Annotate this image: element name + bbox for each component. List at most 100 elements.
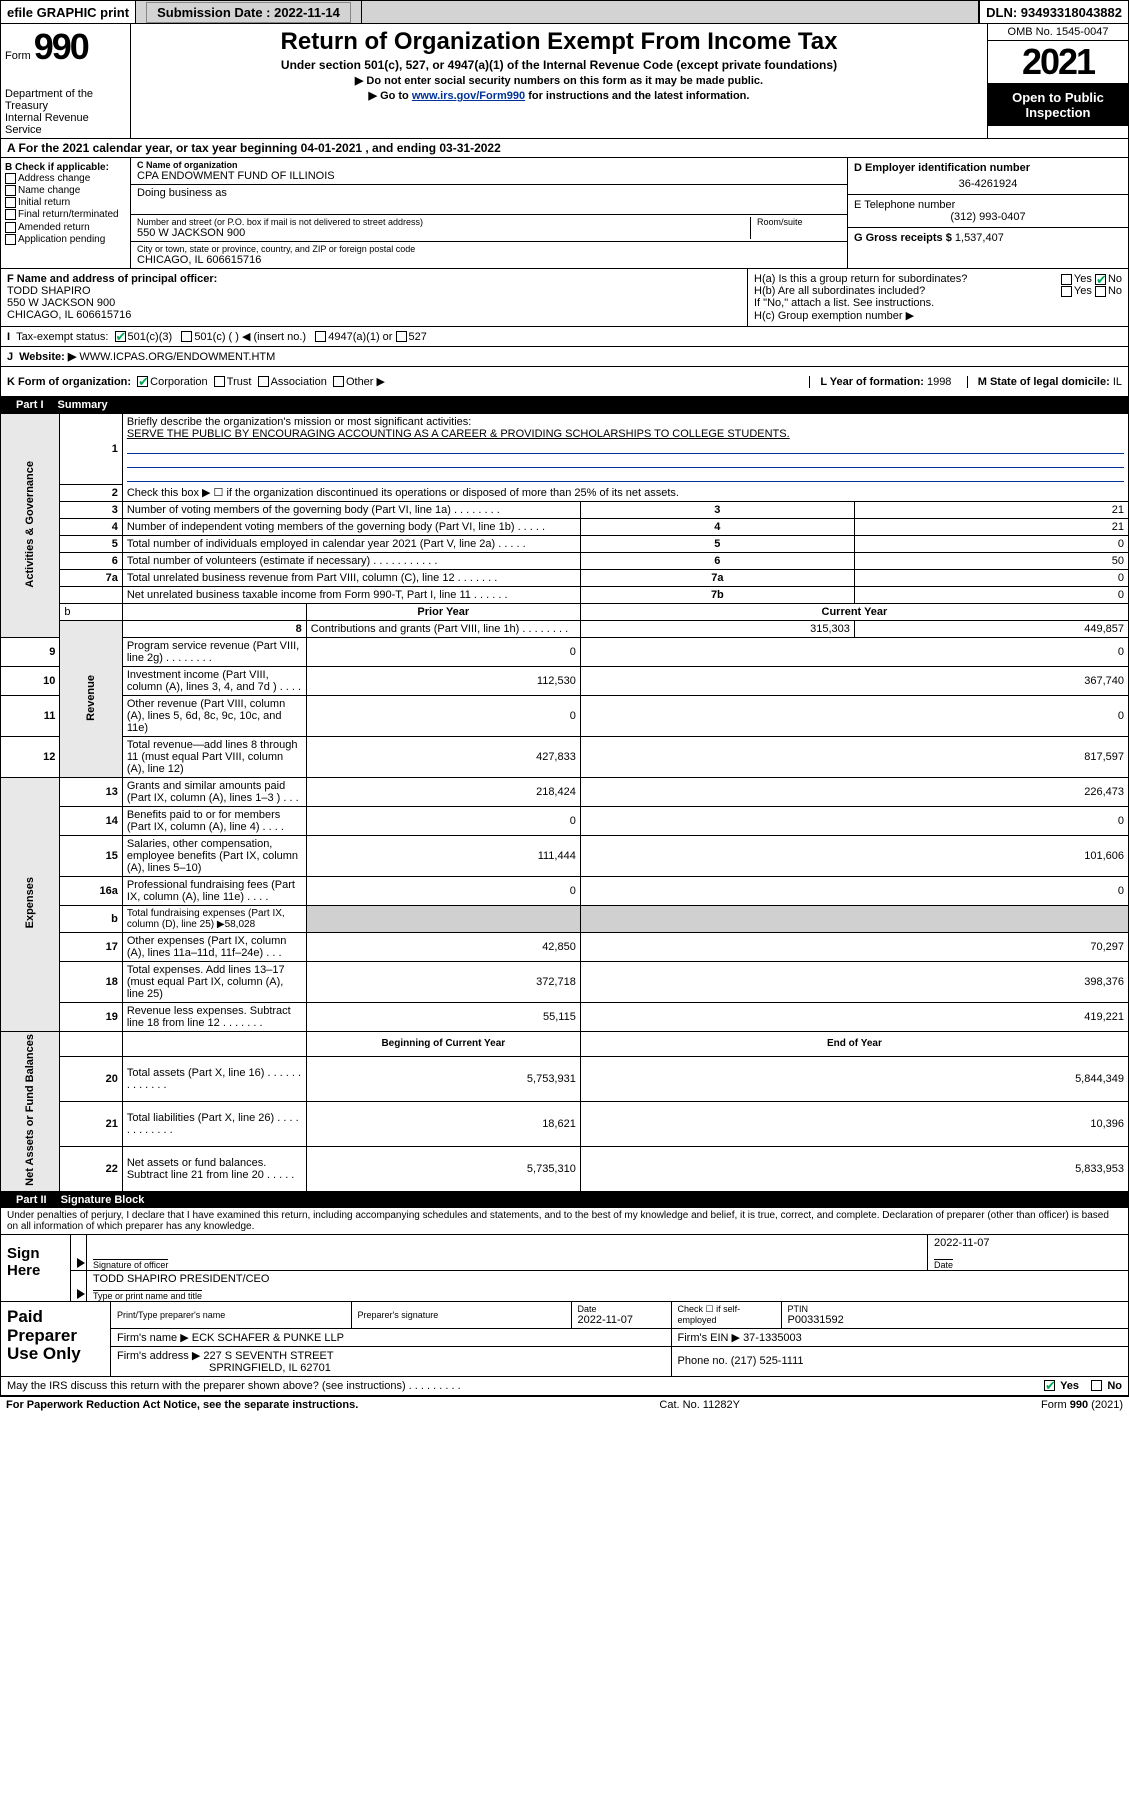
chk-initial-return[interactable]: Initial return — [5, 197, 126, 208]
mission-text: SERVE THE PUBLIC BY ENCOURAGING ACCOUNTI… — [127, 428, 1124, 440]
m-label: M State of legal domicile: — [978, 376, 1110, 388]
prep-sig-label: Preparer's signature — [358, 1310, 565, 1320]
k-other-checkbox[interactable] — [333, 376, 344, 387]
gov-row-5: 5Total number of individuals employed in… — [1, 536, 1129, 553]
exp-row-18: 18Total expenses. Add lines 13–17 (must … — [1, 962, 1129, 1003]
mission-blank-3 — [127, 468, 1124, 482]
sign-arrow-1 — [71, 1235, 87, 1270]
telephone-value: (312) 993-0407 — [854, 211, 1122, 223]
hb-yes-checkbox[interactable] — [1061, 286, 1072, 297]
header-middle: Return of Organization Exempt From Incom… — [131, 24, 988, 138]
sign-date-label: Date — [934, 1259, 953, 1270]
part2-num: Part II — [8, 1194, 55, 1206]
l-value: 1998 — [927, 376, 951, 388]
submission-date-button[interactable]: Submission Date : 2022-11-14 — [146, 2, 351, 23]
summary-table: Activities & Governance 1 Briefly descri… — [0, 413, 1129, 1192]
city-state-zip: CHICAGO, IL 606615716 — [137, 254, 841, 266]
header-left: Form 990 Department of the Treasury Inte… — [1, 24, 131, 138]
part1-num: Part I — [8, 399, 52, 411]
line-num-1: 1 — [60, 414, 122, 485]
irs-link[interactable]: www.irs.gov/Form990 — [412, 90, 525, 102]
ein-value: 36-4261924 — [854, 178, 1122, 190]
side-revenue: Revenue — [60, 621, 122, 778]
efile-label: efile GRAPHIC print — [1, 1, 136, 23]
exp-row-16b: bTotal fundraising expenses (Part IX, co… — [1, 906, 1129, 933]
hb-no-checkbox[interactable] — [1095, 286, 1106, 297]
paid-preparer-label: Paid Preparer Use Only — [1, 1302, 111, 1376]
501c3-checkbox[interactable] — [115, 331, 126, 342]
prep-date-label: Date — [578, 1304, 665, 1314]
officer-name-title: TODD SHAPIRO PRESIDENT/CEO — [93, 1273, 1122, 1285]
gov-row-3: 3Number of voting members of the governi… — [1, 502, 1129, 519]
hb-label: H(b) Are all subordinates included? — [754, 285, 925, 297]
firm-name-value: ECK SCHAFER & PUNKE LLP — [192, 1332, 344, 1344]
gross-receipts-value: 1,537,407 — [955, 232, 1004, 244]
j-label: Website: ▶ — [19, 350, 76, 363]
gov-row-6: 6Total number of volunteers (estimate if… — [1, 553, 1129, 570]
chk-amended-return[interactable]: Amended return — [5, 222, 126, 233]
prior-year-hdr: Prior Year — [306, 604, 580, 621]
website-value: WWW.ICPAS.ORG/ENDOWMENT.HTM — [79, 351, 275, 363]
section-c: C Name of organization CPA ENDOWMENT FUN… — [131, 158, 848, 268]
k-trust-checkbox[interactable] — [214, 376, 225, 387]
form-title: Return of Organization Exempt From Incom… — [137, 28, 981, 56]
col-hdr-row: b Prior Year Current Year — [1, 604, 1129, 621]
side-netassets: Net Assets or Fund Balances — [1, 1032, 60, 1192]
sign-here-content: Signature of officer 2022-11-07 Date TOD… — [71, 1235, 1128, 1301]
side-expenses: Expenses — [1, 778, 60, 1032]
irs-label: Internal Revenue Service — [5, 112, 126, 136]
501c-checkbox[interactable] — [181, 331, 192, 342]
4947-checkbox[interactable] — [315, 331, 326, 342]
arrow-icon — [77, 1289, 85, 1299]
k-label: K Form of organization: — [7, 376, 131, 388]
paid-preparer-content: Print/Type preparer's name Preparer's si… — [111, 1302, 1128, 1376]
paid-preparer-block: Paid Preparer Use Only Print/Type prepar… — [0, 1302, 1129, 1377]
pt-name-label: Print/Type preparer's name — [117, 1310, 345, 1320]
officer-addr1: 550 W JACKSON 900 — [7, 297, 741, 309]
chk-application-pending[interactable]: Application pending — [5, 234, 126, 245]
firm-addr-label: Firm's address ▶ — [117, 1350, 200, 1362]
officer-name: TODD SHAPIRO — [7, 285, 741, 297]
chk-address-change[interactable]: Address change — [5, 173, 126, 184]
discuss-question: May the IRS discuss this return with the… — [7, 1380, 461, 1392]
rev-row-10: 10Investment income (Part VIII, column (… — [1, 667, 1129, 696]
ptin-value: P00331592 — [788, 1314, 1123, 1326]
ha-no-checkbox[interactable] — [1095, 274, 1106, 285]
street-address: 550 W JACKSON 900 — [137, 227, 744, 239]
discuss-no-checkbox[interactable] — [1091, 1380, 1102, 1391]
hc-label: H(c) Group exemption number ▶ — [754, 309, 1122, 322]
chk-final-return[interactable]: Final return/terminated — [5, 209, 126, 220]
line-1: Briefly describe the organization's miss… — [122, 414, 1128, 485]
k-assoc-checkbox[interactable] — [258, 376, 269, 387]
side-governance: Activities & Governance — [1, 414, 60, 638]
discuss-row: May the IRS discuss this return with the… — [0, 1377, 1129, 1396]
header-right: OMB No. 1545-0047 2021 Open to Public In… — [988, 24, 1128, 138]
k-corp-checkbox[interactable] — [137, 376, 148, 387]
ha-yes-checkbox[interactable] — [1061, 274, 1072, 285]
line-num-2: 2 — [60, 484, 122, 502]
b-label: B Check if applicable: — [5, 162, 126, 173]
section-h: H(a) Is this a group return for subordin… — [748, 269, 1128, 326]
officer-addr2: CHICAGO, IL 606615716 — [7, 309, 741, 321]
part2-title: Signature Block — [61, 1194, 145, 1206]
chk-name-change[interactable]: Name change — [5, 185, 126, 196]
form-subtitle-3: ▶ Go to www.irs.gov/Form990 for instruct… — [137, 89, 981, 102]
part1-header: Part I Summary — [0, 397, 1129, 413]
exp-row-15: 15Salaries, other compensation, employee… — [1, 836, 1129, 877]
tax-year: 2021 — [988, 41, 1128, 84]
l-label: L Year of formation: — [820, 376, 924, 388]
part2-header: Part II Signature Block — [0, 1192, 1129, 1208]
footer-left: For Paperwork Reduction Act Notice, see … — [6, 1399, 358, 1411]
e-label: E Telephone number — [854, 199, 1122, 211]
527-checkbox[interactable] — [396, 331, 407, 342]
discuss-yes-checkbox[interactable] — [1044, 1380, 1055, 1391]
sign-date-value: 2022-11-07 — [934, 1237, 1122, 1249]
omb-number: OMB No. 1545-0047 — [988, 24, 1128, 41]
row-j: J Website: ▶ WWW.ICPAS.ORG/ENDOWMENT.HTM — [0, 347, 1129, 367]
eoy-hdr: End of Year — [580, 1032, 1128, 1057]
net-row-21: 21Total liabilities (Part X, line 26) . … — [1, 1101, 1129, 1146]
net-row-20: 20Total assets (Part X, line 16) . . . .… — [1, 1056, 1129, 1101]
rev-row-12: 12Total revenue—add lines 8 through 11 (… — [1, 737, 1129, 778]
line-2: Check this box ▶ ☐ if the organization d… — [122, 484, 1128, 502]
org-name: CPA ENDOWMENT FUND OF ILLINOIS — [137, 170, 841, 182]
